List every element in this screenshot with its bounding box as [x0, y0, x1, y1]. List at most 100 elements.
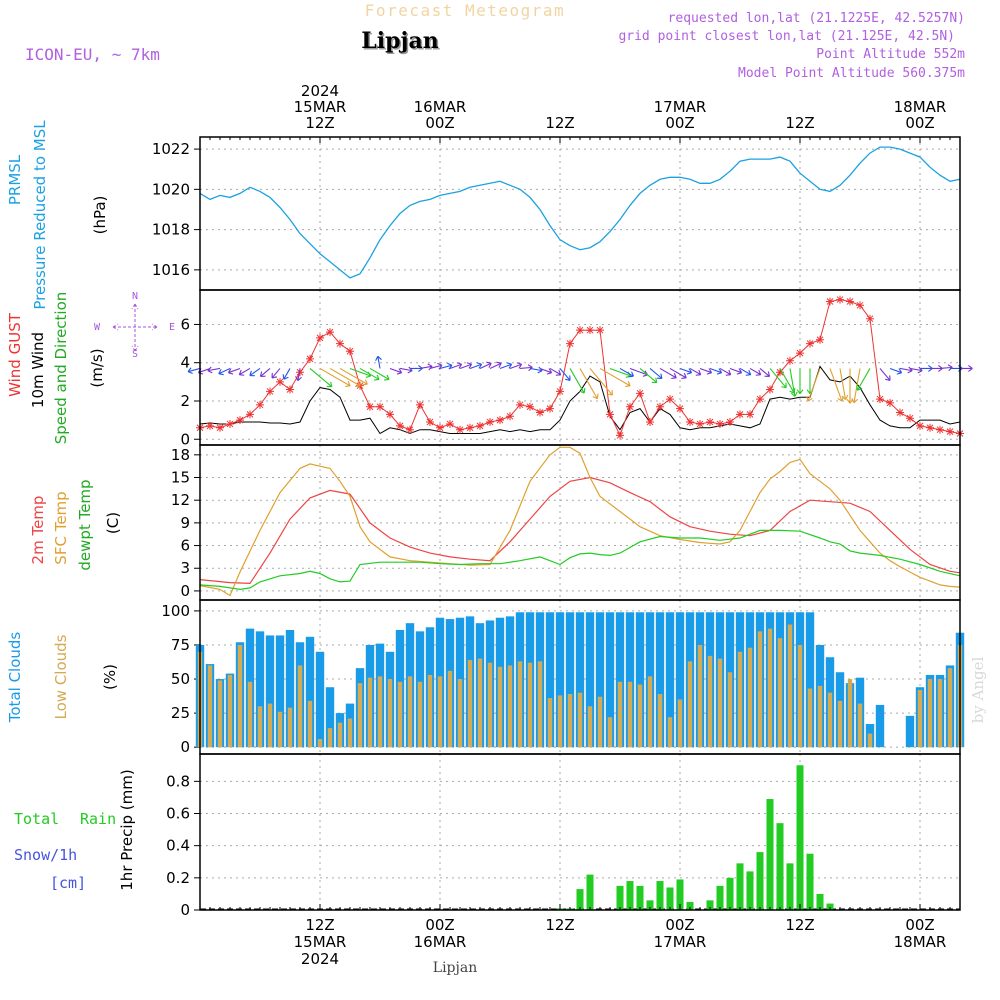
low-cloud-bar	[507, 665, 513, 748]
wind-arrow	[389, 367, 403, 375]
gust-marker	[226, 419, 234, 428]
precip-bar	[786, 863, 794, 910]
gust-marker	[906, 414, 914, 423]
gust-marker	[666, 395, 674, 404]
wind-arrow	[449, 362, 463, 369]
y-tick-label: 1020	[152, 180, 190, 198]
wind-arrow	[249, 368, 261, 377]
bottom-time-label: 00Z	[425, 916, 454, 934]
requested-lonlat: requested lon,lat (21.1225E, 42.5257N)	[668, 11, 965, 26]
low-cloud-bar	[227, 674, 233, 748]
ylabel-wind-unit: (m/s)	[88, 348, 106, 387]
precip-bar	[636, 885, 644, 910]
precip-bar	[616, 885, 624, 910]
gust-marker	[626, 402, 634, 411]
y-tick-label: 0.2	[166, 869, 190, 887]
low-cloud-bar	[237, 644, 243, 748]
bottom-time-label: 00Z	[905, 916, 934, 934]
wind-arrow	[369, 367, 390, 381]
compass-cross	[112, 303, 158, 352]
y-tick-label: 0.6	[166, 805, 190, 823]
total-cloud-bar	[905, 715, 915, 748]
wind-arrow	[689, 367, 702, 376]
low-cloud-bar	[447, 670, 453, 748]
total-cloud-bar	[275, 635, 285, 748]
total-cloud-bar	[875, 704, 885, 748]
low-cloud-bar	[287, 707, 293, 748]
wind-arrow	[489, 361, 502, 369]
bottom-time-label: 12Z	[785, 916, 814, 934]
low-cloud-bar	[687, 661, 693, 748]
ylabel-2m-temp: 2m Temp	[29, 496, 47, 565]
gust-marker	[546, 404, 554, 413]
wind-arrow	[669, 367, 687, 380]
precip-bar	[666, 887, 674, 910]
low-cloud-bar	[537, 661, 543, 748]
wind-arrow	[769, 368, 787, 389]
low-cloud-bar	[407, 676, 413, 748]
gust-marker	[206, 421, 214, 430]
low-cloud-bar	[297, 665, 303, 748]
wind-arrow	[846, 368, 854, 404]
compass-e: E	[169, 322, 175, 333]
wind-arrow	[879, 368, 891, 381]
bottom-time-label: 2024	[301, 950, 339, 968]
ylabel-precip: 1hr Precip (mm)	[118, 769, 136, 890]
bottom-time-label: 12Z	[545, 916, 574, 934]
wind-arrow	[559, 368, 571, 381]
wind-arrow	[749, 367, 762, 376]
gust-marker	[346, 347, 354, 356]
top-time-label: 15MAR	[294, 98, 347, 116]
precip-bar	[656, 881, 664, 910]
low-cloud-bar	[747, 647, 753, 748]
gust-marker	[616, 431, 624, 440]
low-cloud-bar	[837, 700, 843, 748]
gust-marker	[436, 423, 444, 432]
low-cloud-bar	[777, 638, 783, 748]
wind-arrow	[207, 366, 221, 374]
total-cloud-bar	[615, 612, 625, 748]
compass-n: N	[132, 291, 138, 302]
gust-marker	[486, 418, 494, 427]
total-cloud-bar	[675, 612, 685, 748]
y-tick-label: 1018	[152, 221, 190, 239]
gust-marker	[826, 297, 834, 306]
gust-marker	[736, 410, 744, 419]
gust-marker	[266, 387, 274, 396]
low-cloud-bar	[767, 628, 773, 748]
precip-bar	[716, 885, 724, 910]
wind-arrow	[519, 364, 533, 372]
wind-speed-line	[199, 365, 961, 435]
low-cloud-bar	[417, 681, 423, 748]
model-name: ICON-EU, ~ 7km	[25, 45, 160, 64]
y-tick-label: 50	[171, 670, 190, 688]
bottom-time-label: 17MAR	[654, 933, 707, 951]
y-tick-label: 9	[180, 514, 190, 532]
ylabel-gust: Wind GUST	[6, 312, 24, 397]
low-cloud-bar	[667, 717, 673, 748]
top-time-label: 12Z	[785, 114, 814, 132]
low-cloud-bar	[827, 692, 833, 748]
ylabel-pressure: Pressure Reduced to MSL	[31, 120, 49, 310]
top-time-label: 17MAR	[654, 98, 707, 116]
gust-marker	[246, 410, 254, 419]
wind-arrow	[329, 367, 361, 388]
wind-arrow	[796, 368, 804, 394]
precip-bar	[576, 889, 584, 910]
gust-marker	[416, 400, 424, 409]
wind-arrow	[282, 368, 291, 380]
wind-arrow	[549, 367, 562, 376]
gust-marker	[316, 333, 324, 342]
wind-arrow	[259, 368, 271, 377]
low-cloud-bar	[367, 677, 373, 748]
wind-arrow	[856, 368, 871, 391]
gust-marker	[776, 368, 784, 377]
low-cloud-bar	[707, 655, 713, 748]
low-cloud-bar	[547, 698, 553, 748]
gust-marker	[786, 356, 794, 365]
gust-marker	[476, 421, 484, 430]
total-cloud-bar	[255, 631, 265, 748]
gust-marker	[256, 400, 264, 409]
low-cloud-bar	[807, 688, 813, 748]
gust-marker	[516, 400, 524, 409]
